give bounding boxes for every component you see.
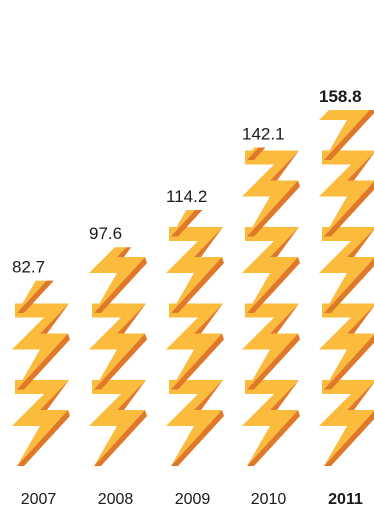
- bolt-shade: [17, 303, 70, 390]
- lightning-bolt-icon: [319, 110, 374, 160]
- value-label-2007: 82.7: [12, 258, 45, 277]
- bars-layer: [12, 110, 374, 466]
- bar-2010: [242, 147, 300, 466]
- bolt-face: [319, 303, 374, 390]
- bolt-face: [12, 380, 69, 466]
- lightning-bolt-icon: [12, 303, 70, 390]
- lightning-bolt-icon: [319, 303, 374, 390]
- bolt-face: [89, 303, 146, 390]
- bolt-shade: [171, 303, 224, 390]
- bolt-face: [319, 110, 370, 160]
- bolt-shade: [247, 303, 300, 390]
- lightning-bolt-icon: [242, 150, 300, 237]
- bar-2011: [319, 110, 374, 466]
- bolt-face: [319, 227, 374, 313]
- bolt-shade: [17, 380, 70, 466]
- bolt-face: [242, 380, 299, 466]
- lightning-bolt-icon: [166, 303, 224, 390]
- lightning-bolt-icon: [242, 303, 300, 390]
- bolt-shade: [171, 227, 224, 313]
- value-label-2008: 97.6: [89, 224, 122, 243]
- bolt-face: [166, 380, 223, 466]
- bolt-face: [89, 247, 145, 313]
- category-label-2007: 2007: [21, 491, 57, 506]
- bolt-face: [247, 147, 259, 160]
- lightning-bolt-icon: [166, 227, 224, 313]
- lightning-bolt-icon: [319, 380, 374, 466]
- bolt-shade: [171, 209, 203, 237]
- lightning-bolt-icon: [166, 380, 224, 466]
- lightning-bolt-icon: [89, 380, 147, 466]
- bolt-shade: [247, 147, 266, 160]
- bolt-shade: [171, 380, 224, 466]
- lightning-bolt-icon: [89, 247, 147, 313]
- bolt-face: [242, 303, 299, 390]
- lightning-bolt-icon: [242, 380, 300, 466]
- lightning-bolt-icon: [247, 147, 266, 160]
- lightning-bolt-icon: [17, 280, 54, 313]
- bolt-shade: [94, 303, 147, 390]
- bolt-shade: [324, 110, 374, 160]
- bolt-shade: [17, 280, 54, 313]
- lightning-bolt-icon: [12, 380, 70, 466]
- bar-2007: [12, 280, 70, 466]
- category-label-2011: 2011: [328, 491, 363, 506]
- bolt-shade: [247, 380, 300, 466]
- bolt-face: [319, 150, 374, 237]
- bolt-shade: [324, 305, 374, 390]
- category-label-2010: 2010: [251, 491, 287, 506]
- bolt-face: [166, 227, 223, 313]
- bolt-face: [242, 227, 299, 313]
- value-label-2010: 142.1: [242, 124, 285, 143]
- bolt-face: [12, 303, 69, 390]
- category-label-2008: 2008: [98, 491, 134, 506]
- lightning-bolt-icon: [319, 227, 374, 313]
- bar-2008: [89, 247, 147, 466]
- bolt-shade: [324, 152, 374, 237]
- bolt-shade: [247, 227, 300, 313]
- labels-layer: 82.7 2007 97.6 2008 114.2 2009 142.1 2010 158.8 2…: [12, 87, 363, 506]
- bolt-face: [89, 380, 146, 466]
- value-label-2011: 158.8: [319, 87, 362, 106]
- bolt-shade: [324, 229, 374, 313]
- lightning-bolt-icon: [171, 209, 203, 237]
- bolt-shade: [94, 380, 147, 466]
- lightning-bolt-icon: [242, 227, 300, 313]
- value-label-2009: 114.2: [166, 187, 207, 206]
- bar-2009: [166, 209, 224, 466]
- lightning-bolt-icon: [89, 303, 147, 390]
- bolt-face: [242, 150, 299, 237]
- bolt-shade: [247, 150, 300, 237]
- bolt-shade: [324, 382, 374, 466]
- bolt-face: [319, 380, 374, 466]
- category-label-2009: 2009: [175, 491, 211, 506]
- lightning-bolt-icon: [319, 150, 374, 237]
- bolt-face: [166, 303, 223, 390]
